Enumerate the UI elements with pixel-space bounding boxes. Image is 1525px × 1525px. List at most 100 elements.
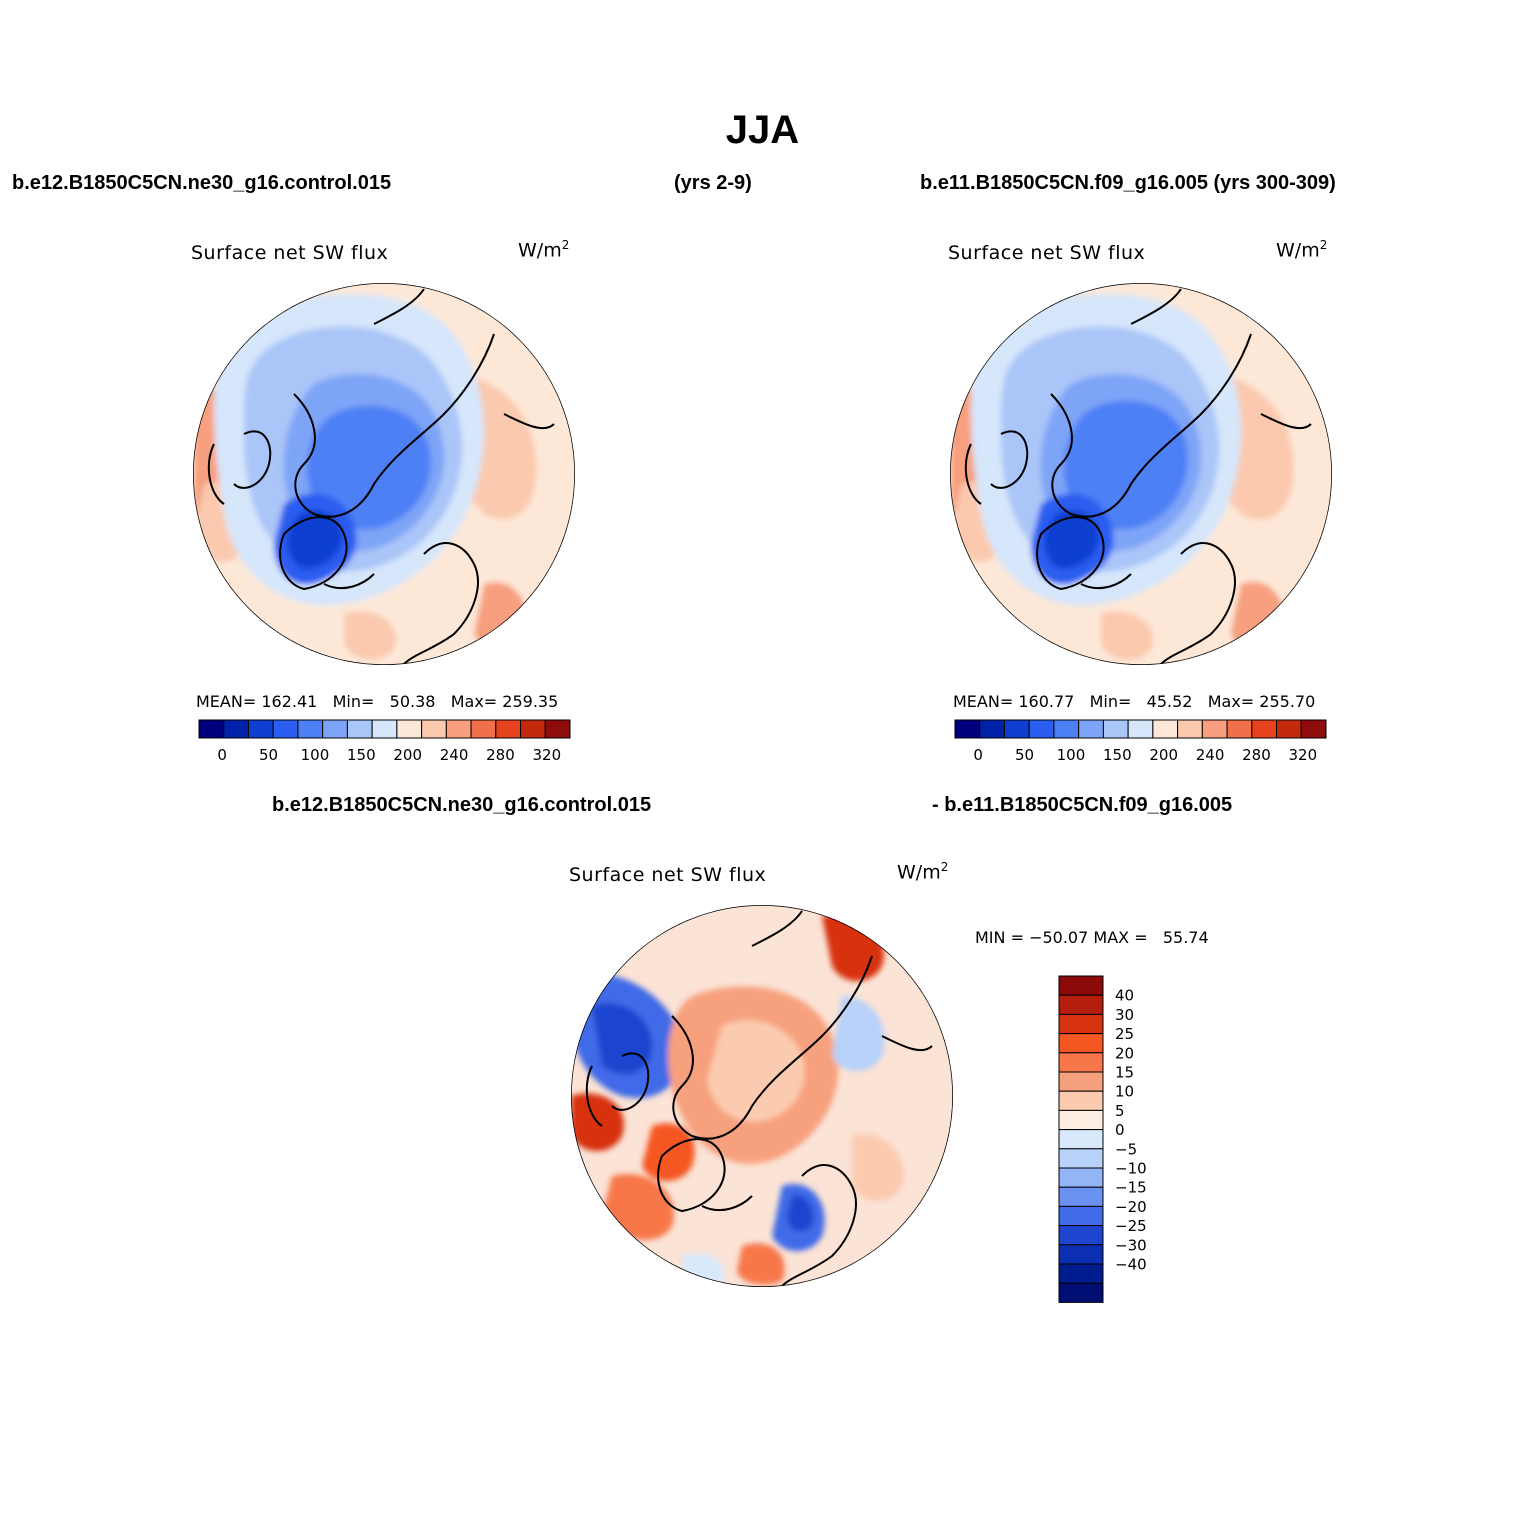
diff-colorbar-tick-label: 15 (1115, 1064, 1134, 1082)
diff-colorbar-tick-label: 5 (1115, 1102, 1125, 1120)
panel2-colorbar-swatch (1226, 719, 1253, 739)
panel2-colorbar-tick-label: 200 (1149, 746, 1178, 764)
panel2-colorbar-tick-label: 50 (1015, 746, 1034, 764)
panel1-colorbar-swatch (470, 719, 497, 739)
panel3-map (571, 905, 953, 1287)
diff-colorbar-tick-label: −25 (1115, 1217, 1147, 1235)
diff-case1-label: b.e12.B1850C5CN.ne30_g16.control.015 (272, 794, 652, 816)
panel2-colorbar-tick-label: 100 (1057, 746, 1086, 764)
diff-colorbar-tick-label: −5 (1115, 1140, 1137, 1158)
panel1-colorbar-swatch (297, 719, 324, 739)
diff-colorbar-tick-label: −10 (1115, 1160, 1147, 1178)
panel2-colorbar-swatch (1127, 719, 1154, 739)
panel1-colorbar-swatch (544, 719, 571, 739)
panel1-colorbar-swatch (421, 719, 447, 739)
panel1-colorbar-tick-label: 0 (217, 746, 227, 764)
panel1-map (193, 283, 575, 665)
diff-colorbar-swatch (1058, 1090, 1104, 1111)
panel2-colorbar-swatch (979, 719, 1005, 739)
diff-colorbar-swatch (1058, 1167, 1104, 1188)
diff-colorbar-swatch (1058, 1148, 1104, 1169)
panel2-colorbar-swatch (1201, 719, 1228, 739)
diff-colorbar-tick-label: −20 (1115, 1198, 1147, 1216)
diff-colorbar-tick-label: 10 (1115, 1083, 1134, 1101)
panel2-colorbar-swatch (1251, 719, 1278, 739)
panel1-variable: Surface net SW flux (191, 242, 389, 264)
diff-colorbar-tick-label: −30 (1115, 1236, 1147, 1254)
panel1-colorbar-swatch (371, 719, 398, 739)
panel2-colorbar-tick-label: 150 (1103, 746, 1132, 764)
panel1-colorbar-swatch (223, 719, 249, 739)
panel1-colorbar-swatch (495, 719, 522, 739)
diff-colorbar-swatch (1058, 1052, 1104, 1073)
case1-label: b.e12.B1850C5CN.ne30_g16.control.015 (12, 172, 392, 194)
panel2-colorbar-swatch (1152, 719, 1179, 739)
panel3-variable: Surface net SW flux (569, 864, 767, 886)
panel3-stats: MIN = −50.07 MAX = 55.74 (975, 928, 1209, 947)
panel2-variable: Surface net SW flux (948, 242, 1146, 264)
panel2-colorbar-swatch (1053, 719, 1080, 739)
panel2-colorbar-swatch (1276, 719, 1302, 739)
panel2-map (950, 283, 1332, 665)
panel2-colorbar-tick-label: 280 (1242, 746, 1271, 764)
panel2-colorbar: 0 50 100 150 200 240 280 320 (954, 719, 1327, 764)
panel1-colorbar-tick-label: 200 (393, 746, 422, 764)
panel2-colorbar-swatch (1003, 719, 1030, 739)
panel2-colorbar-swatch (1300, 719, 1327, 739)
diff-colorbar-tick-label: 0 (1115, 1121, 1125, 1139)
panel1-colorbar-swatch (272, 719, 299, 739)
panel1-colorbar-tick-label: 320 (532, 746, 561, 764)
panel3-units: W/m2 (897, 860, 949, 884)
figure-title: JJA (725, 108, 800, 152)
panel2-colorbar-tick-label: 0 (973, 746, 983, 764)
diff-colorbar-swatch (1058, 1282, 1104, 1303)
panel1-colorbar-swatch (520, 719, 546, 739)
panel1-colorbar: 0 50 100 150 200 240 280 320 (198, 719, 571, 764)
panel1-colorbar-tick-label: 50 (259, 746, 278, 764)
panel1-colorbar-swatch (322, 719, 348, 739)
diff-colorbar-swatch (1058, 994, 1104, 1015)
panel2-colorbar-tick-label: 320 (1288, 746, 1317, 764)
panel2-colorbar-swatch (954, 719, 981, 739)
diff-colorbar-swatch (1058, 1225, 1104, 1246)
panel1-stats: MEAN= 162.41 Min= 50.38 Max= 259.35 (196, 692, 559, 711)
diff-colorbar-swatch (1058, 1244, 1104, 1265)
diff-colorbar-swatch (1058, 1205, 1104, 1227)
panel1-colorbar-swatch (445, 719, 472, 739)
panel1-colorbar-swatch (396, 719, 423, 739)
diff-case2-label: - b.e11.B1850C5CN.f09_g16.005 (932, 794, 1233, 816)
panel1-colorbar-tick-label: 280 (486, 746, 515, 764)
panel2-colorbar-swatch (1102, 719, 1129, 739)
diff-colorbar-tick-label: 40 (1115, 987, 1134, 1005)
diff-colorbar-swatch (1058, 1109, 1104, 1131)
diff-colorbar-swatch (1058, 1186, 1104, 1207)
diff-colorbar-swatch (1058, 975, 1104, 996)
diff-colorbar-swatch (1058, 1263, 1104, 1284)
panel2-stats: MEAN= 160.77 Min= 45.52 Max= 255.70 (953, 692, 1316, 711)
panel1-colorbar-swatch (198, 719, 225, 739)
diff-colorbar-swatch (1058, 1071, 1104, 1092)
panel1-units: W/m2 (518, 238, 570, 262)
diff-colorbar-swatch (1058, 1033, 1104, 1054)
panel1-colorbar-tick-label: 240 (440, 746, 469, 764)
panel2-colorbar-swatch (1028, 719, 1055, 739)
diff-colorbar-tick-label: 20 (1115, 1044, 1134, 1062)
diff-colorbar-tick-label: −15 (1115, 1179, 1147, 1197)
years-label: (yrs 2-9) (674, 172, 752, 194)
panel2-units: W/m2 (1276, 238, 1328, 262)
panel1-colorbar-tick-label: 100 (301, 746, 330, 764)
panel1-colorbar-swatch (247, 719, 274, 739)
diff-colorbar-tick-label: 25 (1115, 1025, 1134, 1043)
diff-colorbar-tick-label: −40 (1115, 1256, 1147, 1274)
diff-colorbar-swatch (1058, 1013, 1104, 1035)
panel2-colorbar-swatch (1078, 719, 1104, 739)
panel1-colorbar-tick-label: 150 (347, 746, 376, 764)
panel2-colorbar-tick-label: 240 (1196, 746, 1225, 764)
diff-colorbar-swatch (1058, 1129, 1104, 1150)
case2-label: b.e11.B1850C5CN.f09_g16.005 (yrs 300-309… (920, 172, 1336, 194)
panel1-colorbar-swatch (346, 719, 373, 739)
panel2-colorbar-swatch (1177, 719, 1203, 739)
